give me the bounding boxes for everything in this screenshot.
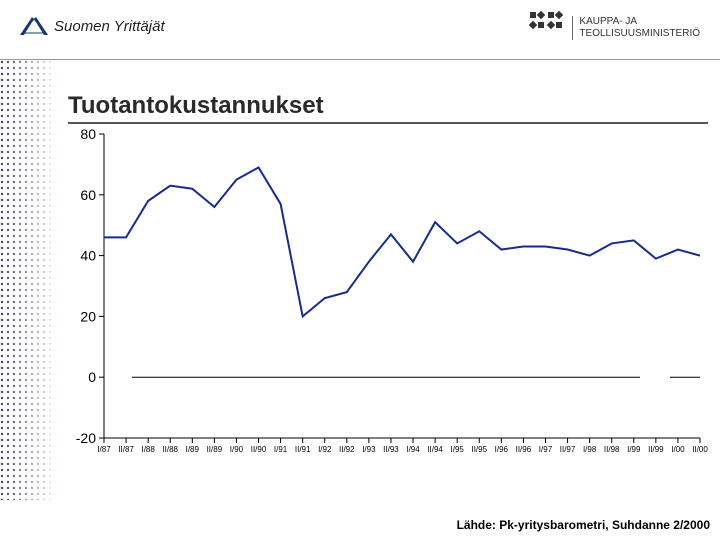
- source-footer: Lähde: Pk-yritysbarometri, Suhdanne 2/20…: [457, 518, 710, 532]
- svg-text:II/98: II/98: [604, 445, 620, 454]
- svg-text:II/00: II/00: [692, 445, 708, 454]
- logo-right-line1: KAUPPA- JA: [579, 16, 700, 28]
- svg-text:II/88: II/88: [162, 445, 178, 454]
- svg-text:II/97: II/97: [560, 445, 576, 454]
- svg-text:II/90: II/90: [251, 445, 267, 454]
- svg-text:20: 20: [80, 308, 96, 324]
- svg-text:40: 40: [80, 248, 96, 264]
- svg-text:I/00: I/00: [671, 445, 685, 454]
- svg-text:I/96: I/96: [495, 445, 509, 454]
- svg-text:80: 80: [80, 128, 96, 142]
- logo-suomen-yrittajat: Suomen Yrittäjät: [20, 15, 165, 37]
- svg-text:I/95: I/95: [451, 445, 465, 454]
- line-chart: -20 0 20 40 60 80 I/87 II/87 I/88 II/88 I/89 II/89 I…: [60, 128, 710, 488]
- svg-text:II/93: II/93: [383, 445, 399, 454]
- svg-text:0: 0: [88, 369, 96, 385]
- header-bar: Suomen Yrittäjät KAUPPA- JA TEOLLISUUSMI…: [0, 0, 720, 60]
- svg-text:II/89: II/89: [207, 445, 223, 454]
- svg-text:I/88: I/88: [141, 445, 155, 454]
- logo-left-text: Suomen Yrittäjät: [54, 18, 165, 35]
- logo-ktm: KAUPPA- JA TEOLLISUUSMINISTERIÖ: [528, 10, 700, 46]
- dot-pattern-decoration: [0, 60, 58, 500]
- svg-text:II/94: II/94: [427, 445, 443, 454]
- chart-svg: -20 0 20 40 60 80 I/87 II/87 I/88 II/88 I/89 II/89 I…: [60, 128, 710, 488]
- chart-title: Tuotantokustannukset: [68, 92, 708, 124]
- svg-text:I/92: I/92: [318, 445, 332, 454]
- ktm-squares-icon: [528, 10, 564, 46]
- svg-text:I/93: I/93: [362, 445, 376, 454]
- svg-text:I/87: I/87: [97, 445, 111, 454]
- svg-text:-20: -20: [76, 430, 96, 446]
- svg-text:I/99: I/99: [627, 445, 641, 454]
- svg-text:I/90: I/90: [230, 445, 244, 454]
- svg-text:I/91: I/91: [274, 445, 288, 454]
- svg-text:II/92: II/92: [339, 445, 355, 454]
- svg-text:II/95: II/95: [471, 445, 487, 454]
- svg-text:II/87: II/87: [118, 445, 134, 454]
- sy-wing-icon: [20, 15, 48, 37]
- logo-right-text: KAUPPA- JA TEOLLISUUSMINISTERIÖ: [572, 16, 700, 40]
- logo-right-line2: TEOLLISUUSMINISTERIÖ: [579, 28, 700, 40]
- svg-text:I/98: I/98: [583, 445, 597, 454]
- svg-text:II/99: II/99: [648, 445, 664, 454]
- svg-text:I/94: I/94: [406, 445, 420, 454]
- svg-text:I/97: I/97: [539, 445, 553, 454]
- svg-text:II/91: II/91: [295, 445, 311, 454]
- svg-text:60: 60: [80, 187, 96, 203]
- svg-text:I/89: I/89: [186, 445, 200, 454]
- svg-text:II/96: II/96: [516, 445, 532, 454]
